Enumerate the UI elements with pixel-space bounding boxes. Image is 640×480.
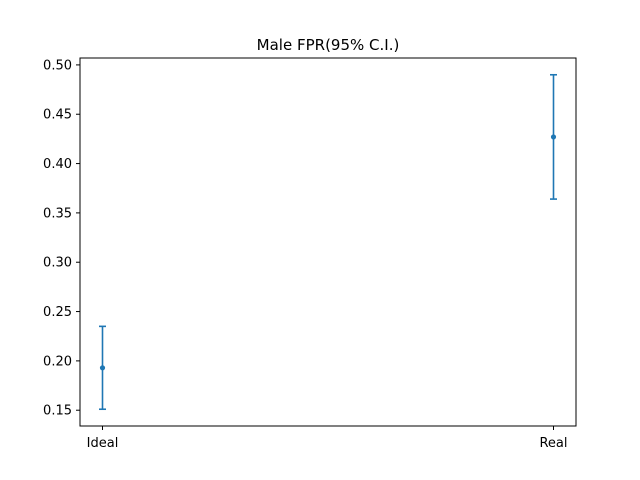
y-tick-label: 0.20 xyxy=(43,354,72,369)
data-point xyxy=(550,134,557,140)
y-tick-label: 0.30 xyxy=(43,256,72,271)
y-axis: 0.15 0.20 0.25 0.30 0.35 0.40 0.45 0.50 xyxy=(43,58,80,419)
x-axis: Ideal Real xyxy=(87,426,568,451)
x-tick-label: Ideal xyxy=(87,436,119,451)
y-tick-label: 0.35 xyxy=(43,206,72,221)
y-tick-label: 0.45 xyxy=(43,108,72,123)
data-point xyxy=(99,365,106,371)
x-tick-label: Real xyxy=(539,436,567,451)
y-tick-label: 0.25 xyxy=(43,305,72,320)
plot-area-frame xyxy=(79,57,577,427)
y-tick-label: 0.15 xyxy=(43,404,72,419)
data-marks xyxy=(99,73,557,411)
chart-title: Male FPR(95% C.I.) xyxy=(257,36,400,54)
y-tick-label: 0.40 xyxy=(43,157,72,172)
y-tick-label: 0.50 xyxy=(43,58,72,73)
